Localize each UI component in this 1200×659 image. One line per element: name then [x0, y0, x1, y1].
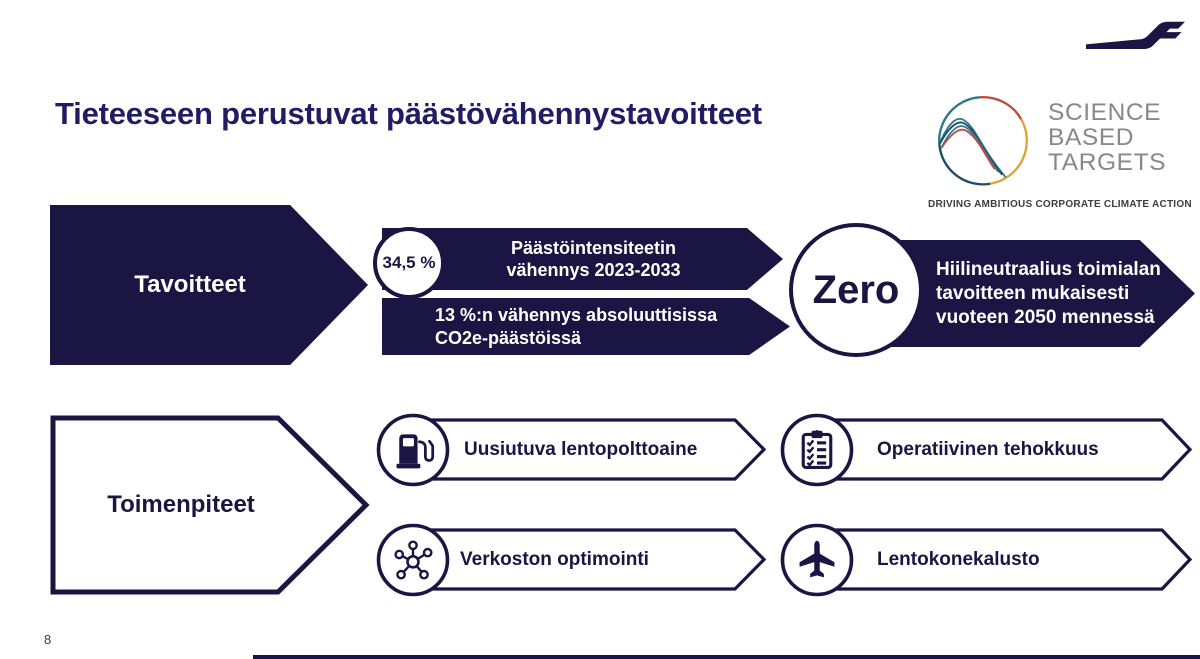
sbt-logo-tagline: DRIVING AMBITIOUS CORPORATE CLIMATE ACTI…	[928, 199, 1192, 210]
actions-arrow-outline	[50, 415, 370, 595]
airplane-icon	[799, 540, 835, 578]
page-number: 8	[44, 632, 52, 647]
fuel-pump-icon	[396, 434, 435, 469]
targets-arrow: Tavoitteet	[50, 205, 368, 365]
science-based-targets-logo: SCIENCE BASED TARGETS DRIVING AMBITIOUS …	[925, 86, 1195, 218]
bottom-accent-bar	[253, 655, 1200, 659]
finnair-logo-icon	[1085, 21, 1186, 49]
sbt-circle-icon	[938, 96, 1028, 186]
action-label: Operatiivinen tehokkuus	[877, 439, 1099, 460]
targets-label: Tavoitteet	[134, 271, 246, 298]
action-item-operations: Operatiivinen tehokkuus	[778, 411, 1194, 489]
page-title: Tieteeseen perustuvat päästövähennystavo…	[55, 96, 762, 131]
pill-outline	[376, 523, 767, 597]
network-icon	[394, 540, 433, 580]
pill-outline	[376, 413, 767, 487]
action-item-network: Verkoston optimointi	[374, 521, 770, 599]
actions-label: Toimenpiteet	[107, 491, 255, 518]
target-intensity-arrow: Päästöintensiteetin vähennys 2023-2033	[382, 228, 783, 290]
target-absolute-arrow: 13 %:n vähennys absoluuttisissa CO2e-pää…	[382, 298, 790, 355]
clipboard-icon	[801, 430, 833, 469]
action-item-fuel: Uusiutuva lentopolttoaine	[374, 411, 770, 489]
action-label: Verkoston optimointi	[460, 549, 649, 570]
action-label: Uusiutuva lentopolttoaine	[464, 439, 698, 460]
actions-arrow: Toimenpiteet	[48, 413, 372, 597]
intensity-badge: 34,5 %	[373, 227, 445, 299]
zero-badge: Zero	[789, 223, 923, 357]
action-label: Lentokonekalusto	[877, 549, 1040, 570]
action-item-fleet: Lentokonekalusto	[778, 521, 1194, 599]
sbt-logo-text: SCIENCE BASED TARGETS	[1048, 99, 1167, 176]
